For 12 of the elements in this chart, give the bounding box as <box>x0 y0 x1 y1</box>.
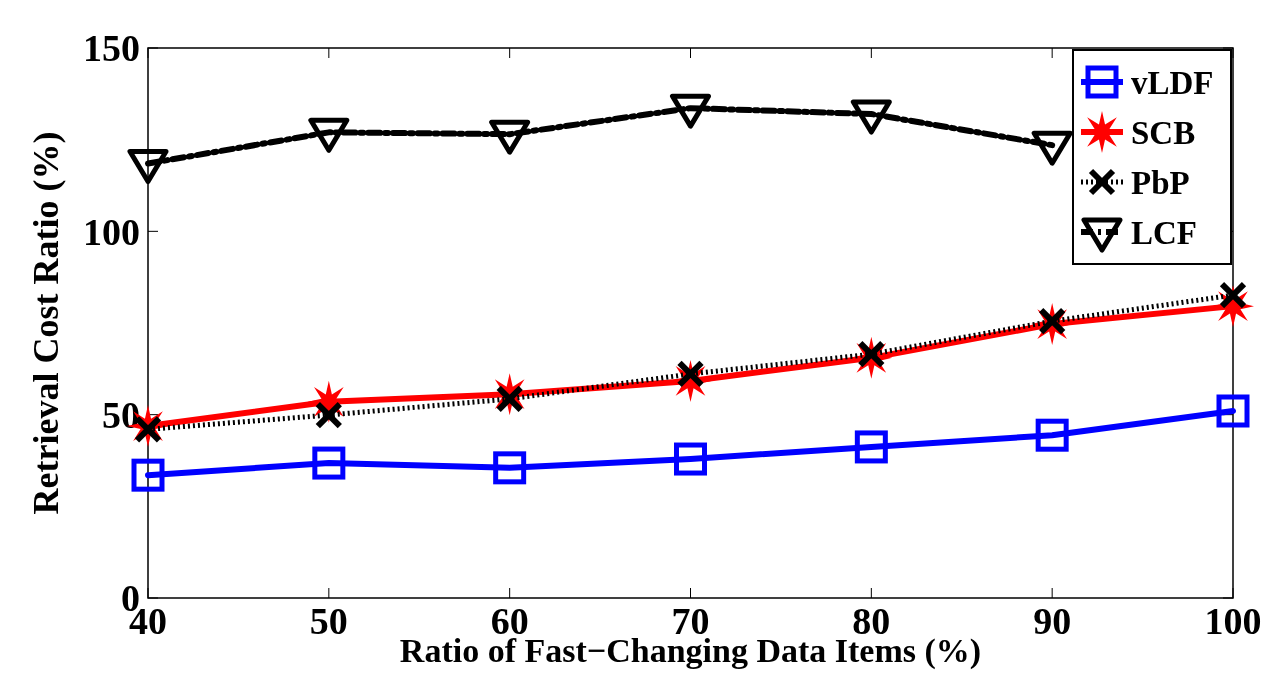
y-tick-label: 50 <box>102 393 140 436</box>
y-tick-label: 100 <box>83 210 140 253</box>
legend-label: LCF <box>1131 214 1197 251</box>
legend-label: SCB <box>1131 114 1196 151</box>
legend-label: vLDF <box>1131 64 1214 101</box>
legend-label: PbP <box>1131 164 1190 201</box>
x-tick-label: 80 <box>852 600 891 642</box>
x-tick-label: 90 <box>1033 600 1072 642</box>
x-tick-label: 100 <box>1204 600 1262 642</box>
y-axis-title: Retrieval Cost Ratio (%) <box>26 131 66 515</box>
y-tick-label: 150 <box>83 27 140 70</box>
x-tick-label: 50 <box>309 600 348 642</box>
